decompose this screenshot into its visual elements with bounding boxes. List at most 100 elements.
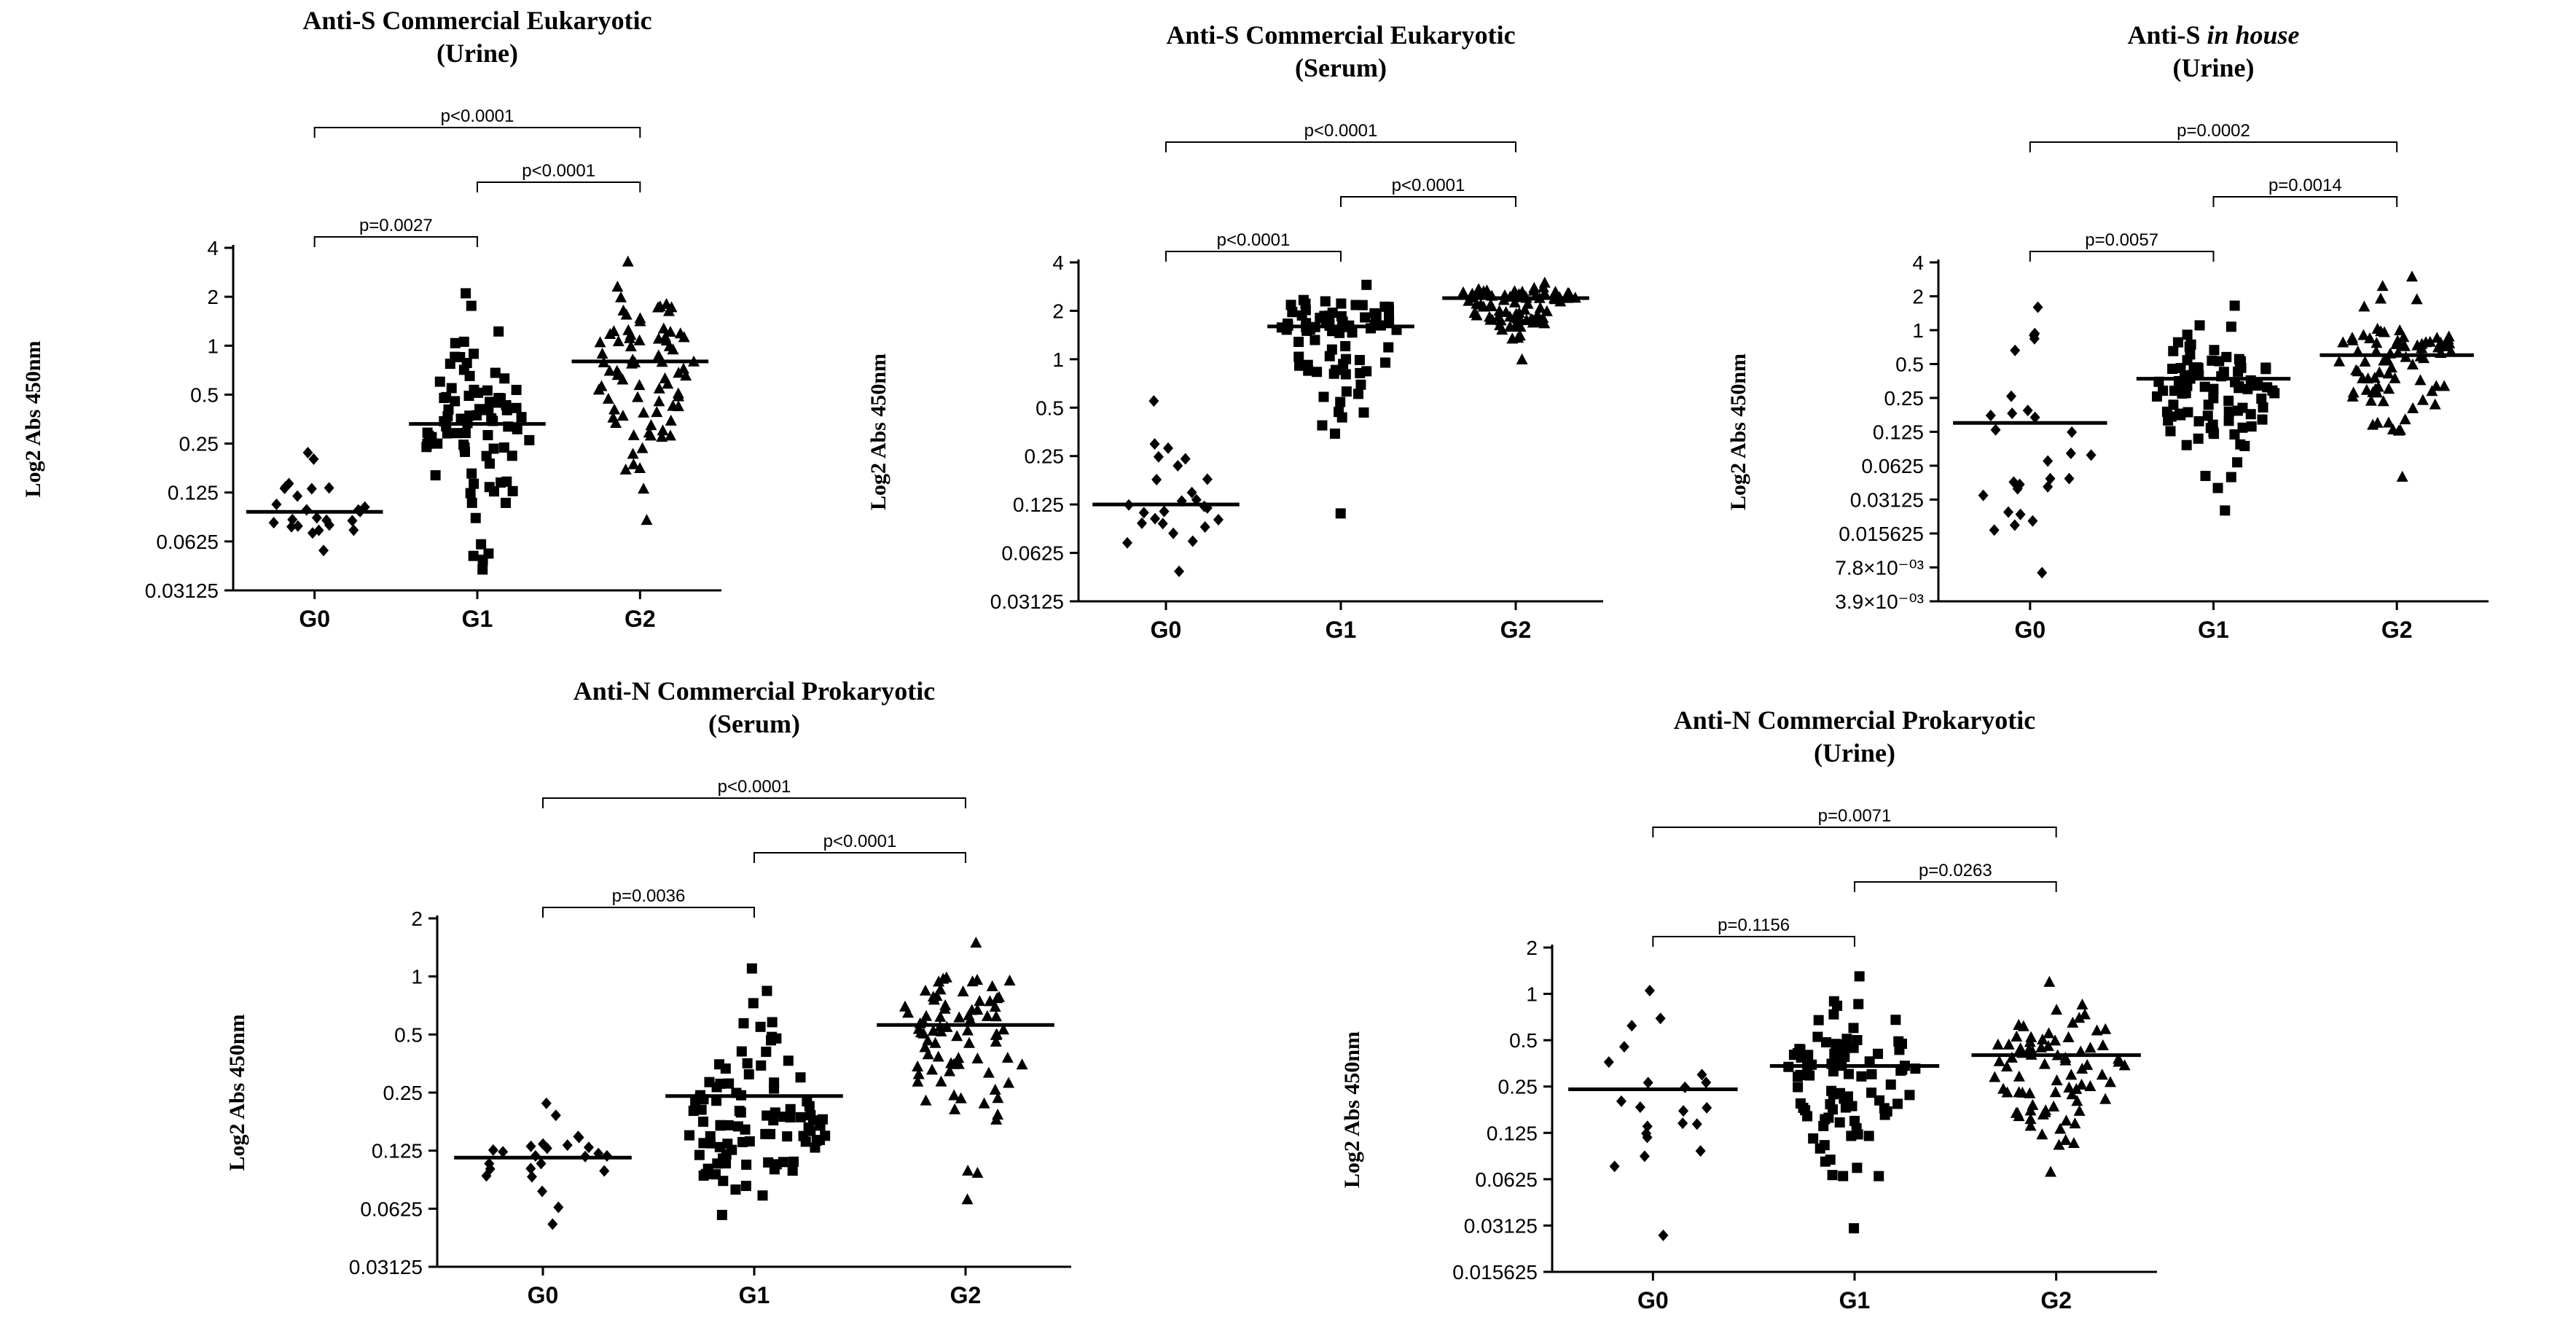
data-point-square: [748, 998, 759, 1009]
data-point-triangle: [2431, 332, 2443, 343]
data-point-square: [732, 1121, 743, 1132]
significance-bracket: [477, 181, 641, 192]
p-value-label: p<0.0001: [441, 106, 514, 126]
data-point-square: [1355, 379, 1366, 390]
data-point-square: [1336, 310, 1347, 321]
data-point-triangle: [2374, 292, 2387, 304]
y-tick-label: 0.25: [383, 1082, 423, 1104]
data-point-triangle: [638, 483, 650, 494]
x-tick-label: G2: [2381, 617, 2413, 643]
y-tick-label: 7.8×10⁻⁰³: [1835, 557, 1924, 579]
data-point-triangle: [665, 429, 677, 441]
data-point-triangle: [1500, 305, 1512, 317]
data-point-triangle: [933, 975, 945, 987]
data-point-diamond: [283, 477, 294, 490]
data-point-triangle: [2005, 1051, 2018, 1063]
chart-subtitle: (Serum): [1295, 53, 1387, 82]
data-point-triangle: [2377, 395, 2389, 407]
data-point-triangle: [1477, 287, 1489, 299]
data-point-triangle: [615, 291, 627, 302]
data-point-square: [1383, 302, 1394, 313]
data-point-triangle: [1003, 1077, 1015, 1088]
data-point-square: [714, 1141, 725, 1152]
data-point-square: [2175, 410, 2186, 421]
data-point-square: [1302, 359, 1313, 370]
data-point-square: [795, 1072, 806, 1083]
data-point-diamond: [1641, 1128, 1652, 1140]
x-tick-label: G2: [1500, 617, 1532, 643]
significance-bracket: [2212, 196, 2398, 207]
y-tick-label: 0.0625: [360, 1198, 423, 1220]
y-axis-label: Log2 Abs 450nm: [866, 354, 890, 510]
data-point-square: [511, 402, 522, 413]
data-point-square: [1293, 360, 1304, 371]
data-point-triangle: [2096, 1069, 2108, 1080]
y-tick-label: 0.03125: [990, 590, 1064, 613]
data-point-triangle: [664, 326, 676, 337]
p-value-label: p<0.0001: [1304, 121, 1378, 141]
data-point-triangle: [2025, 1031, 2037, 1042]
data-point-triangle: [1513, 306, 1525, 318]
p-value-label: p=0.1156: [1718, 915, 1790, 935]
data-point-diamond: [1680, 1081, 1691, 1093]
data-point-triangle: [2059, 1054, 2072, 1066]
y-tick-label: 0.25: [1884, 387, 1925, 410]
y-axis-label: Log2 Abs 450nm: [1726, 354, 1750, 510]
data-point-triangle: [984, 995, 996, 1007]
data-point-diamond: [302, 446, 313, 458]
significance-bracket: [1340, 196, 1516, 207]
data-point-diamond: [1639, 1150, 1650, 1163]
data-point-triangle: [2039, 1106, 2051, 1117]
data-point-diamond: [1702, 1101, 1712, 1114]
data-point-triangle: [2069, 1117, 2081, 1129]
data-point-square: [1831, 1039, 1841, 1050]
data-point-square: [2184, 341, 2195, 352]
data-point-square: [1828, 1104, 1839, 1115]
data-point-triangle: [2383, 383, 2395, 394]
data-point-triangle: [602, 392, 614, 404]
data-point-diamond: [2022, 405, 2033, 417]
data-point-triangle: [1522, 297, 1534, 309]
data-point-square: [460, 428, 471, 439]
data-point-triangle: [672, 387, 684, 399]
data-point-square: [480, 405, 491, 415]
y-tick-label: 1: [1526, 983, 1538, 1006]
data-point-diamond: [313, 524, 324, 536]
data-point-square: [715, 1120, 726, 1131]
data-point-triangle: [612, 335, 625, 347]
data-point-triangle: [2392, 335, 2404, 346]
data-point-square: [742, 1058, 753, 1069]
data-point-diamond: [1658, 1229, 1669, 1241]
data-point-square: [1293, 337, 1304, 348]
data-point-triangle: [1516, 286, 1528, 297]
data-point-triangle: [1514, 321, 1527, 332]
data-point-square: [1383, 342, 1394, 353]
y-tick-label: 0.25: [1025, 445, 1065, 468]
x-tick-label: G1: [462, 606, 493, 632]
data-point-triangle: [2038, 1058, 2051, 1069]
data-point-diamond: [1168, 527, 1179, 539]
data-point-square: [1848, 1042, 1859, 1053]
data-point-square: [1823, 1112, 1834, 1123]
y-tick-label: 0.0625: [1001, 542, 1064, 565]
data-point-square: [1864, 1056, 1875, 1067]
data-point-diamond: [562, 1139, 573, 1152]
data-point-square: [446, 383, 457, 394]
data-point-triangle: [2337, 336, 2349, 348]
data-point-square: [795, 1112, 806, 1122]
data-point-square: [482, 429, 493, 440]
data-point-triangle: [1993, 1055, 2005, 1066]
data-point-square: [817, 1114, 828, 1125]
data-point-diamond: [2009, 519, 2020, 531]
data-point-diamond: [2064, 472, 2075, 485]
x-tick-label: G1: [2198, 617, 2229, 643]
data-point-square: [767, 1017, 778, 1028]
data-point-triangle: [948, 1089, 960, 1101]
data-point-square: [439, 392, 450, 403]
data-point-triangle: [912, 1068, 925, 1079]
data-point-triangle: [1537, 311, 1549, 323]
data-point-square: [461, 288, 471, 299]
significance-bracket: [2029, 141, 2398, 152]
data-point-triangle: [1001, 1052, 1014, 1063]
y-tick-label: 0.5: [1895, 353, 1924, 375]
